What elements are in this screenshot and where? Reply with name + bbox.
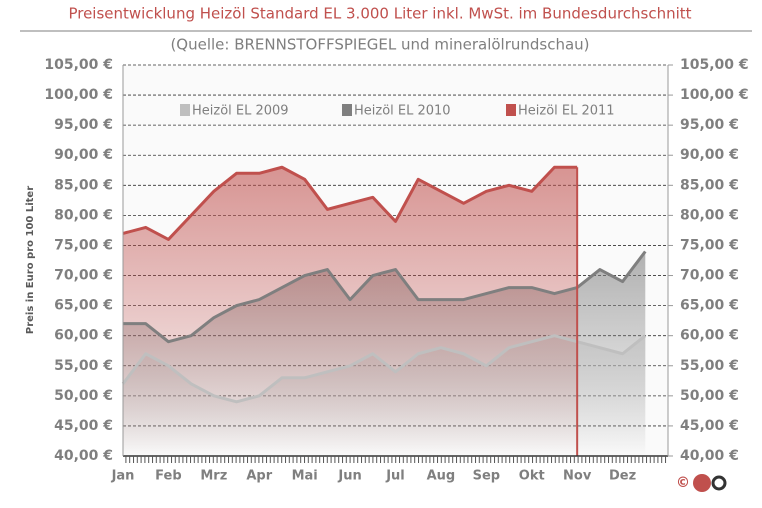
x-tick-label: Dez (609, 469, 636, 484)
y2-tick-label: 80,00 € (680, 207, 739, 223)
x-tick-label: Nov (563, 469, 592, 484)
y-tick-label: 55,00 € (54, 358, 113, 374)
minor-ticks (123, 456, 668, 463)
area (123, 167, 578, 456)
x-tick-label: Aug (427, 469, 456, 484)
y-tick-label: 75,00 € (54, 237, 113, 253)
copyright: © (676, 475, 690, 491)
y2-tick-label: 75,00 € (680, 237, 739, 253)
y2-tick-label: 95,00 € (680, 117, 739, 133)
x-tick-label: Mrz (200, 469, 227, 484)
legend-swatch (506, 104, 516, 116)
legend-label: Heizöl EL 2011 (518, 104, 615, 119)
y-tick-label: 80,00 € (54, 207, 113, 223)
y-tick-label: 40,00 € (54, 448, 113, 464)
legend-label: Heizöl EL 2009 (192, 104, 289, 119)
chart-title: Preisentwicklung Heizöl Standard EL 3.00… (68, 5, 691, 23)
y-tick-label: 45,00 € (54, 418, 113, 434)
x-tick-label: Jun (337, 469, 361, 484)
y-tick-label: 100,00 € (44, 87, 113, 103)
x-tick-label: Okt (519, 469, 545, 484)
y-tick-label: 85,00 € (54, 177, 113, 193)
line (123, 250, 647, 344)
y-tick-label: 60,00 € (54, 328, 113, 344)
y2-tick-label: 55,00 € (680, 358, 739, 374)
y-tick-label: 105,00 € (44, 57, 113, 73)
logo (711, 475, 727, 491)
y2-tick-label: 100,00 € (680, 87, 749, 103)
chart-subtitle: (Quelle: BRENNSTOFFSPIEGEL und mineralöl… (170, 36, 589, 54)
y-tick-label: 90,00 € (54, 147, 113, 163)
legend-swatch (180, 104, 190, 116)
y2-tick-label: 60,00 € (680, 328, 739, 344)
x-tick-label: Jan (111, 469, 135, 484)
x-tick-label: Jul (385, 469, 405, 484)
y2-tick-label: 65,00 € (680, 298, 739, 314)
y2-tick-label: 50,00 € (680, 388, 739, 404)
x-tick-label: Sep (473, 469, 501, 484)
y-axis-label: Preis in Euro pro 100 Liter (25, 186, 36, 334)
y-tick-label: 50,00 € (54, 388, 113, 404)
y2-tick-label: 105,00 € (680, 57, 749, 73)
legend-swatch (342, 104, 352, 116)
line (121, 334, 647, 404)
y2-tick-label: 70,00 € (680, 268, 739, 284)
x-tick-label: Apr (246, 469, 272, 484)
y-tick-label: 65,00 € (54, 298, 113, 314)
x-tick-label: Mai (292, 469, 318, 484)
y-tick-label: 70,00 € (54, 268, 113, 284)
logo (693, 474, 711, 492)
y2-tick-label: 90,00 € (680, 147, 739, 163)
y2-tick-label: 85,00 € (680, 177, 739, 193)
line (122, 165, 578, 241)
y-tick-label: 95,00 € (54, 117, 113, 133)
legend-label: Heizöl EL 2010 (354, 104, 451, 119)
x-tick-label: Feb (155, 469, 181, 484)
y2-tick-label: 45,00 € (680, 418, 739, 434)
y2-tick-label: 40,00 € (680, 448, 739, 464)
